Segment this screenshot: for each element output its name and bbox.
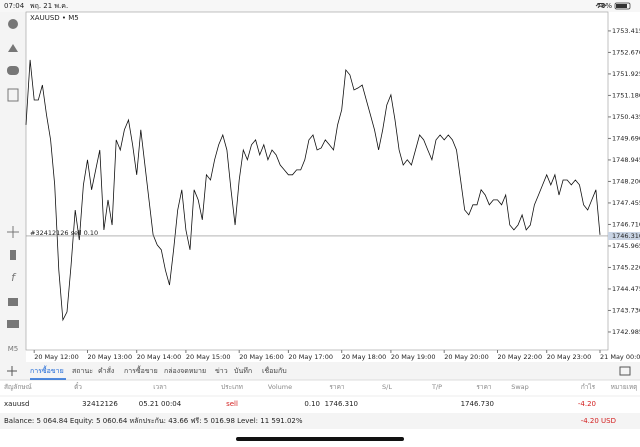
- wifi-icon: [595, 3, 607, 8]
- battery-icon: [614, 2, 631, 10]
- y-tick-label: 1745.220: [612, 263, 640, 271]
- tab[interactable]: คำสั่ง: [98, 366, 114, 375]
- y-tick-label: 1748.200: [612, 177, 640, 185]
- column-header: ประเภท: [221, 383, 243, 391]
- y-tick-label: 1752.670: [612, 48, 640, 56]
- cell: -4.20: [578, 400, 596, 408]
- current-price-box: [608, 231, 640, 240]
- tab[interactable]: การซื้อขาย: [30, 364, 64, 375]
- battery-level: [616, 4, 627, 8]
- account-icon[interactable]: [8, 19, 18, 29]
- x-tick-label: 20 May 23:00: [547, 353, 592, 361]
- y-tick-label: 1745.965: [612, 242, 640, 250]
- y-tick-label: 1753.415: [612, 27, 640, 35]
- cell: 32412126: [82, 400, 118, 408]
- column-header: Swap: [511, 383, 529, 391]
- x-tick-label: 20 May 18:00: [342, 353, 387, 361]
- column-header: Volume: [268, 383, 292, 391]
- new-icon[interactable]: [7, 88, 19, 102]
- y-tick-label: 1742.985: [612, 328, 640, 336]
- order-label: #32412126 sell 0.10: [30, 229, 98, 237]
- current-price-label: 1746.310: [612, 232, 640, 240]
- column-header: สัญลักษณ์: [4, 383, 32, 391]
- tab[interactable]: เชื่อมกับ: [262, 366, 287, 375]
- cell: 1746.730: [461, 400, 494, 408]
- column-header: ราคา: [329, 383, 344, 391]
- tab[interactable]: การซื้อขาย: [124, 364, 158, 375]
- column-header: T/P: [431, 383, 442, 391]
- x-tick-label: 20 May 22:00: [498, 353, 543, 361]
- total-profit: -4.20 USD: [581, 417, 616, 425]
- x-tick-label: 20 May 14:00: [137, 353, 182, 361]
- battery-text: 78%: [596, 2, 612, 10]
- y-tick-label: 1749.690: [612, 134, 640, 142]
- x-tick-label: 20 May 13:00: [88, 353, 133, 361]
- tab[interactable]: กล่องจดหมาย: [164, 367, 206, 375]
- y-tick-label: 1747.455: [612, 199, 640, 207]
- crosshair-icon[interactable]: [7, 226, 19, 238]
- x-tick-label: 20 May 17:00: [288, 353, 333, 361]
- price-line: [25, 59, 601, 322]
- tab-bar: [0, 362, 640, 380]
- x-tick-label: 20 May 16:00: [239, 353, 284, 361]
- chart-title: XAUUSD • M5: [30, 14, 79, 22]
- column-header: S/L: [382, 383, 392, 391]
- x-tick-label: 20 May 19:00: [391, 353, 436, 361]
- layout-icon[interactable]: [7, 320, 19, 328]
- y-tick-label: 1751.180: [612, 91, 640, 99]
- account-summary: Balance: 5 064.84 Equity: 5 060.64 หลักป…: [4, 417, 303, 425]
- x-tick-label: 20 May 20:00: [444, 353, 489, 361]
- cell: 1746.310: [325, 400, 358, 408]
- candle-icon[interactable]: [10, 250, 16, 260]
- column-header: หมายเหตุ: [611, 383, 638, 391]
- toolbar: [0, 12, 26, 362]
- status-time: 07:04: [4, 2, 25, 10]
- objects-icon[interactable]: [8, 298, 18, 306]
- cell: sell: [226, 400, 238, 408]
- y-tick-label: 1744.475: [612, 285, 640, 293]
- cell: 0.10: [304, 400, 320, 408]
- y-tick-label: 1743.730: [612, 306, 640, 314]
- column-header: ตั๋ว: [74, 382, 82, 391]
- y-tick-label: 1750.435: [612, 113, 640, 121]
- y-tick-label: 1748.945: [612, 156, 640, 164]
- timeframe-button[interactable]: M5: [8, 345, 19, 353]
- home-indicator: [236, 437, 404, 441]
- y-tick-label: 1746.710: [612, 220, 640, 228]
- add-button[interactable]: [7, 366, 17, 376]
- tab[interactable]: ข่าว: [215, 367, 228, 375]
- cell: 05.21 00:04: [139, 400, 182, 408]
- status-date: พฤ. 21 พ.ค.: [30, 2, 68, 10]
- tab[interactable]: บันทึก: [234, 366, 252, 375]
- tab[interactable]: สถานะ: [72, 367, 93, 375]
- cell: xauusd: [4, 400, 29, 408]
- column-header: กำไร: [581, 383, 596, 391]
- trade-icon[interactable]: [8, 44, 18, 52]
- x-tick-label: 20 May 12:00: [34, 353, 79, 361]
- column-header: เวลา: [153, 383, 167, 391]
- x-tick-label: 21 May 00:00: [600, 353, 640, 361]
- y-tick-label: 1751.925: [612, 70, 640, 78]
- column-header: ราคา: [476, 383, 491, 391]
- chart: 1753.415 1752.670 1751.925 1751.180 1750.435…: [25, 27, 640, 361]
- status-bar: [0, 0, 640, 12]
- indicator-icon[interactable]: f: [11, 271, 17, 284]
- menu-icon[interactable]: [619, 366, 631, 376]
- chat-icon[interactable]: [7, 66, 19, 75]
- footer-bar: [0, 413, 640, 429]
- x-tick-label: 20 May 15:00: [186, 353, 231, 361]
